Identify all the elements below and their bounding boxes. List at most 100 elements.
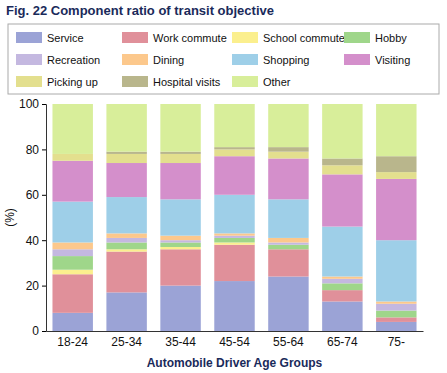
- bar-segment: [160, 236, 200, 241]
- bar-segment: [214, 147, 254, 149]
- x-axis-title: Automobile Driver Age Groups: [147, 356, 323, 370]
- x-tick-label: 75-: [388, 335, 405, 349]
- y-tick-label: 20: [26, 279, 40, 293]
- legend-label: Other: [263, 76, 291, 88]
- bar-segment: [322, 283, 362, 290]
- bar-segment: [214, 242, 254, 244]
- bar-segment: [376, 104, 416, 156]
- bar-segment: [322, 174, 362, 226]
- legend-swatch: [122, 76, 148, 87]
- y-tick: 20: [26, 279, 46, 293]
- bar-segment: [52, 161, 92, 202]
- bar-segment: [268, 104, 308, 147]
- bar-segment: [322, 165, 362, 174]
- x-axis: 18-24 25-34 35-44 45-54 55-64 65-74 75-: [47, 331, 424, 349]
- bar-segment: [214, 281, 254, 331]
- legend-swatch: [344, 54, 370, 65]
- bar-segment: [214, 149, 254, 156]
- bars: [52, 104, 416, 331]
- bar-segment: [106, 163, 146, 197]
- bar-segment: [214, 245, 254, 281]
- title: Fig. 22 Component ratio of transit objec…: [6, 3, 274, 18]
- bar-segment: [268, 242, 308, 244]
- y-tick-label: 40: [26, 234, 40, 248]
- y-axis-title: (%): [3, 208, 17, 227]
- y-tick: 40: [26, 234, 46, 248]
- legend-swatch: [232, 32, 258, 43]
- bar-segment: [106, 292, 146, 331]
- x-tick-label: 55-64: [273, 335, 304, 349]
- bar-segment: [106, 154, 146, 163]
- bar-segment: [376, 301, 416, 303]
- y-tick-mark: [42, 331, 46, 332]
- x-tick: 75-: [388, 331, 405, 349]
- bar-segment: [376, 311, 416, 318]
- bar-segment: [160, 240, 200, 242]
- x-tick: 25-34: [111, 331, 142, 349]
- legend-frame: [8, 24, 439, 94]
- bar-segment: [52, 249, 92, 256]
- bar-segment: [214, 156, 254, 195]
- y-tick-mark: [42, 104, 46, 105]
- legend-item: Visiting: [344, 54, 410, 66]
- x-tick-label: 65-74: [327, 335, 358, 349]
- bar-segment: [160, 249, 200, 285]
- x-tick: 55-64: [273, 331, 304, 349]
- x-tick-label: 45-54: [219, 335, 250, 349]
- bar-segment: [160, 199, 200, 235]
- legend-item: Hobby: [344, 32, 407, 44]
- bar-segment: [376, 179, 416, 240]
- bar-segment: [52, 274, 92, 313]
- bar-segment: [376, 317, 416, 322]
- plot: 0 20 40 60 80 100 18-24 25-34 35-44 45-54 55-64 65-…: [19, 97, 424, 348]
- legend-item: Work commute: [122, 32, 227, 44]
- legend-label: Visiting: [375, 54, 410, 66]
- bar-segment: [214, 104, 254, 147]
- bar-segment: [268, 199, 308, 238]
- x-tick: 65-74: [327, 331, 358, 349]
- y-tick: 0: [32, 324, 46, 338]
- bar-segment: [52, 154, 92, 161]
- bar-segment: [160, 242, 200, 247]
- bar-segment: [322, 104, 362, 158]
- bar-segment: [322, 158, 362, 165]
- legend-label: Work commute: [153, 32, 227, 44]
- bar-segment: [322, 290, 362, 301]
- legend-item: Picking up: [16, 76, 98, 88]
- bar-segment: [376, 322, 416, 331]
- legend-label: Shopping: [263, 54, 310, 66]
- bar-segment: [52, 104, 92, 154]
- bar-segment: [52, 202, 92, 243]
- bar-segment: [52, 242, 92, 249]
- bar-segment: [322, 277, 362, 279]
- legend-swatch: [232, 54, 258, 65]
- x-tick: 45-54: [219, 331, 250, 349]
- x-tick-label: 35-44: [165, 335, 196, 349]
- legend-swatch: [16, 32, 42, 43]
- legend-item: Hospital visits: [122, 76, 221, 88]
- y-tick-label: 60: [26, 188, 40, 202]
- bar-segment: [106, 197, 146, 233]
- legend: ServiceWork commuteSchool commuteHobbyRe…: [8, 24, 439, 94]
- bar-segment: [322, 301, 362, 331]
- x-tick: 18-24: [57, 331, 88, 349]
- legend-swatch: [232, 76, 258, 87]
- bar-segment: [268, 277, 308, 331]
- bar-segment: [214, 236, 254, 238]
- legend-item: School commute: [232, 32, 345, 44]
- bar-segment: [106, 242, 146, 249]
- y-tick: 80: [26, 143, 46, 157]
- bar-segment: [160, 152, 200, 154]
- legend-label: Hospital visits: [153, 76, 221, 88]
- chart: Fig. 22 Component ratio of transit objec…: [0, 0, 447, 373]
- y-tick: 100: [19, 97, 46, 111]
- y-tick: 60: [26, 188, 46, 202]
- bar-segment: [160, 163, 200, 199]
- y-tick-label: 0: [32, 324, 39, 338]
- bar-segment: [322, 227, 362, 277]
- legend-swatch: [122, 32, 148, 43]
- bar-segment: [268, 158, 308, 199]
- y-tick-label: 80: [26, 143, 40, 157]
- legend-swatch: [122, 54, 148, 65]
- bar-segment: [160, 104, 200, 152]
